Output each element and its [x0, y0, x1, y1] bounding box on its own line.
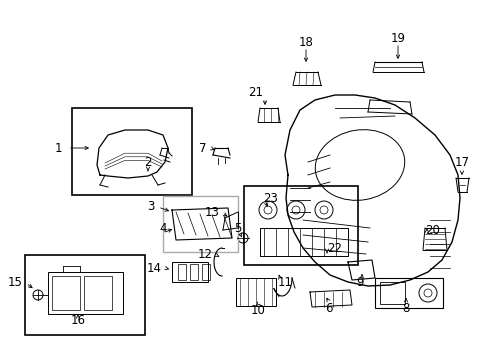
Text: 4: 4 [159, 221, 166, 234]
Bar [72, 108, 192, 195]
Text: 15: 15 [8, 276, 23, 289]
Text: 16: 16 [70, 315, 85, 328]
Text: 5: 5 [234, 221, 241, 234]
Text: 17: 17 [453, 157, 468, 170]
Bar [260, 228, 347, 256]
Text: 9: 9 [356, 276, 363, 289]
Text: 6: 6 [325, 302, 332, 315]
Bar [190, 264, 198, 280]
Text: 7: 7 [199, 141, 206, 154]
Text: 1: 1 [54, 141, 62, 154]
Text: 13: 13 [204, 207, 220, 220]
Bar [48, 272, 123, 314]
Bar [25, 255, 145, 335]
Text: 3: 3 [147, 201, 155, 213]
Bar [178, 264, 185, 280]
Text: 23: 23 [263, 192, 277, 204]
Bar [163, 196, 238, 252]
Bar [52, 276, 80, 310]
Bar [236, 278, 275, 306]
Bar [84, 276, 112, 310]
Text: 2: 2 [144, 156, 151, 168]
Bar [244, 186, 357, 265]
Text: 22: 22 [326, 242, 341, 255]
Bar [202, 264, 209, 280]
Text: 8: 8 [402, 302, 409, 315]
Text: 19: 19 [390, 31, 405, 45]
Text: 21: 21 [247, 86, 263, 99]
Text: 11: 11 [278, 275, 292, 288]
Text: 18: 18 [298, 36, 313, 49]
Text: 12: 12 [198, 248, 213, 261]
Bar [374, 278, 442, 308]
Text: 10: 10 [250, 303, 265, 316]
Bar [172, 262, 207, 282]
Text: 14: 14 [147, 261, 162, 274]
Bar [379, 282, 404, 304]
Text: 20: 20 [424, 224, 439, 237]
